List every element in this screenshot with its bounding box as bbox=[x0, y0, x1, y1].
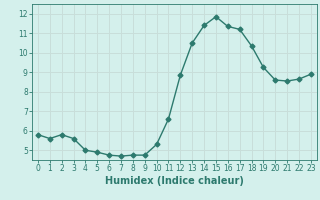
X-axis label: Humidex (Indice chaleur): Humidex (Indice chaleur) bbox=[105, 176, 244, 186]
